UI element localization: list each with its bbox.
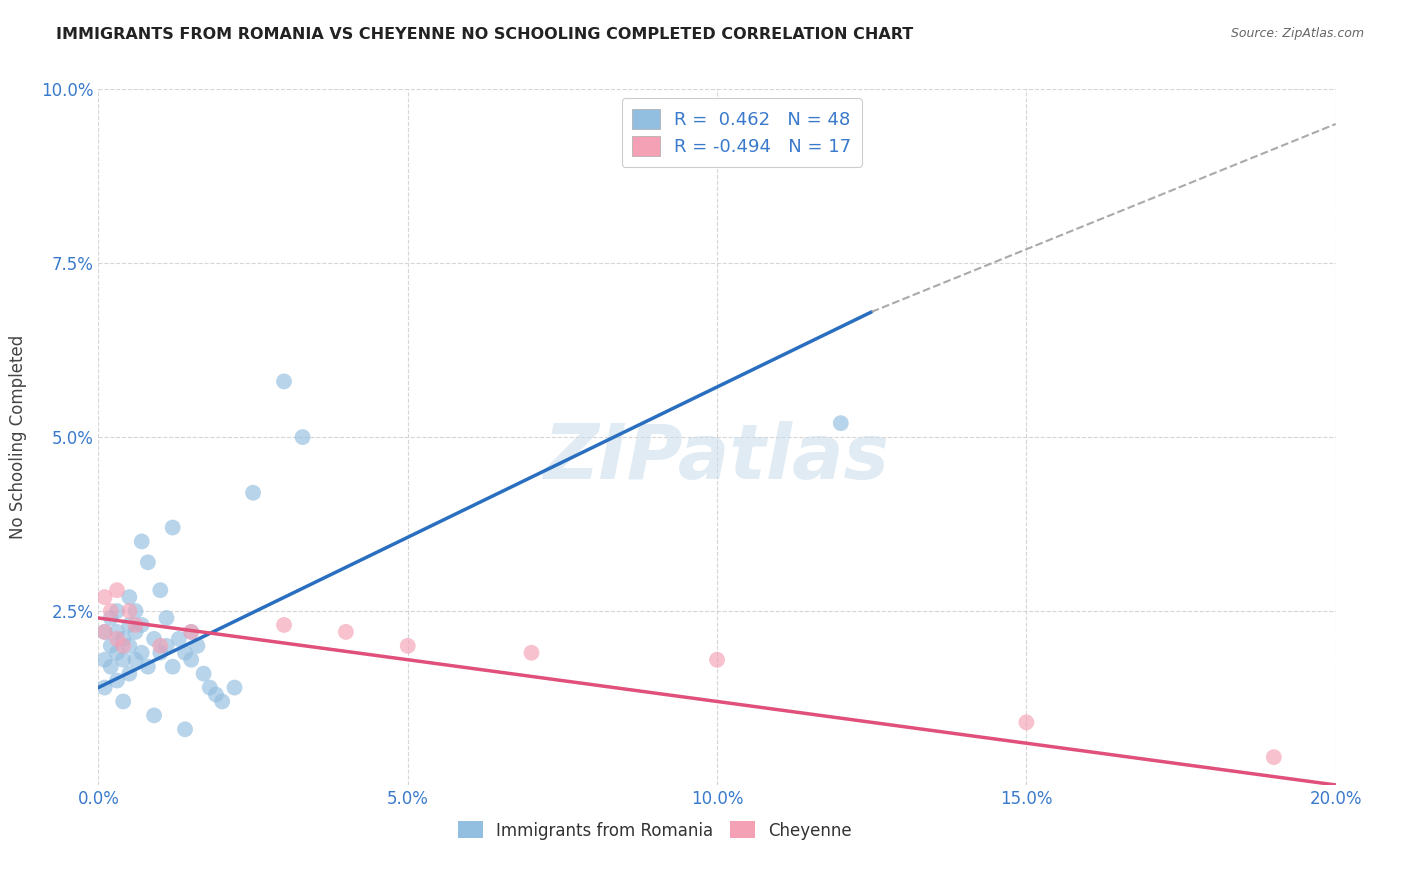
- Point: [242, 485, 264, 500]
- Point: [1263, 750, 1285, 764]
- Point: [100, 604, 122, 618]
- Point: [124, 653, 146, 667]
- Point: [105, 624, 128, 639]
- Point: [198, 681, 221, 695]
- Text: Source: ZipAtlas.com: Source: ZipAtlas.com: [1230, 27, 1364, 40]
- Y-axis label: No Schooling Completed: No Schooling Completed: [10, 335, 27, 539]
- Point: [112, 639, 135, 653]
- Point: [93, 624, 115, 639]
- Point: [143, 708, 166, 723]
- Point: [211, 694, 233, 708]
- Point: [830, 416, 852, 430]
- Point: [149, 646, 172, 660]
- Point: [118, 590, 141, 604]
- Point: [273, 618, 295, 632]
- Point: [100, 659, 122, 673]
- Point: [143, 632, 166, 646]
- Point: [105, 646, 128, 660]
- Point: [1015, 715, 1038, 730]
- Point: [118, 639, 141, 653]
- Point: [136, 659, 159, 673]
- Point: [155, 639, 177, 653]
- Text: IMMIGRANTS FROM ROMANIA VS CHEYENNE NO SCHOOLING COMPLETED CORRELATION CHART: IMMIGRANTS FROM ROMANIA VS CHEYENNE NO S…: [56, 27, 914, 42]
- Point: [205, 688, 228, 702]
- Point: [149, 639, 172, 653]
- Point: [131, 534, 153, 549]
- Legend: Immigrants from Romania, Cheyenne: Immigrants from Romania, Cheyenne: [451, 814, 859, 847]
- Point: [93, 653, 115, 667]
- Point: [136, 555, 159, 569]
- Point: [162, 520, 184, 534]
- Point: [224, 681, 246, 695]
- Point: [155, 611, 177, 625]
- Point: [112, 694, 135, 708]
- Point: [174, 646, 197, 660]
- Text: ZIPatlas: ZIPatlas: [544, 421, 890, 495]
- Point: [396, 639, 419, 653]
- Point: [174, 723, 197, 737]
- Point: [180, 653, 202, 667]
- Point: [93, 590, 115, 604]
- Point: [93, 681, 115, 695]
- Point: [162, 659, 184, 673]
- Point: [118, 604, 141, 618]
- Point: [118, 666, 141, 681]
- Point: [118, 618, 141, 632]
- Point: [131, 618, 153, 632]
- Point: [131, 646, 153, 660]
- Point: [520, 646, 543, 660]
- Point: [291, 430, 314, 444]
- Point: [124, 618, 146, 632]
- Point: [100, 639, 122, 653]
- Point: [706, 653, 728, 667]
- Point: [167, 632, 190, 646]
- Point: [193, 666, 215, 681]
- Point: [105, 604, 128, 618]
- Point: [124, 604, 146, 618]
- Point: [124, 624, 146, 639]
- Point: [105, 632, 128, 646]
- Point: [105, 583, 128, 598]
- Point: [273, 375, 295, 389]
- Point: [100, 611, 122, 625]
- Point: [149, 583, 172, 598]
- Point: [112, 653, 135, 667]
- Point: [93, 624, 115, 639]
- Point: [335, 624, 357, 639]
- Point: [180, 624, 202, 639]
- Point: [180, 624, 202, 639]
- Point: [112, 632, 135, 646]
- Point: [186, 639, 208, 653]
- Point: [105, 673, 128, 688]
